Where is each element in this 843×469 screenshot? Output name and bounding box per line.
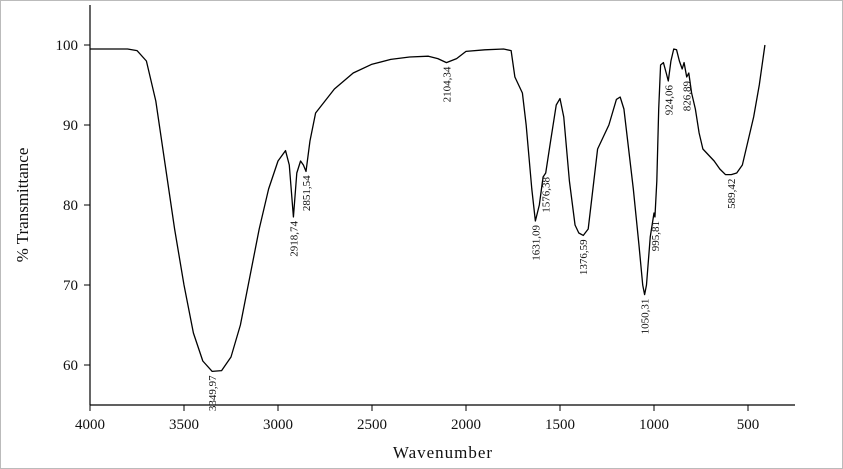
peak-label: 1050,31 (640, 299, 652, 335)
x-tick-label: 3500 (169, 417, 199, 433)
peak-label: 1576,38 (541, 177, 553, 213)
x-tick-label: 500 (737, 417, 760, 433)
peak-label: 589,42 (726, 179, 738, 209)
peak-label: 1376,59 (578, 239, 590, 275)
x-tick-label: 1500 (545, 417, 575, 433)
peak-label: 924,06 (663, 85, 675, 116)
peak-label: 2851,54 (301, 175, 313, 211)
peak-label: 2918,74 (288, 221, 300, 257)
y-tick-label: 60 (63, 358, 78, 374)
peak-label: 826,89 (682, 81, 694, 112)
x-axis-label: Wavenumber (393, 443, 493, 462)
y-tick-label: 90 (63, 118, 78, 134)
x-tick-label: 3000 (263, 417, 293, 433)
peak-label: 2104,34 (441, 66, 453, 102)
x-tick-label: 1000 (639, 417, 669, 433)
x-tick-label: 2000 (451, 417, 481, 433)
peak-label: 995,81 (650, 221, 662, 251)
peak-label: 1631,09 (530, 225, 542, 261)
y-tick-label: 70 (63, 278, 78, 294)
y-tick-label: 80 (63, 198, 78, 214)
y-tick-label: 100 (56, 38, 79, 54)
peak-label: 3349,97 (207, 375, 219, 411)
y-axis-label: % Transmittance (13, 148, 32, 263)
x-tick-label: 2500 (357, 417, 387, 433)
spectrum-line (90, 44, 766, 373)
x-tick-label: 4000 (75, 417, 105, 433)
